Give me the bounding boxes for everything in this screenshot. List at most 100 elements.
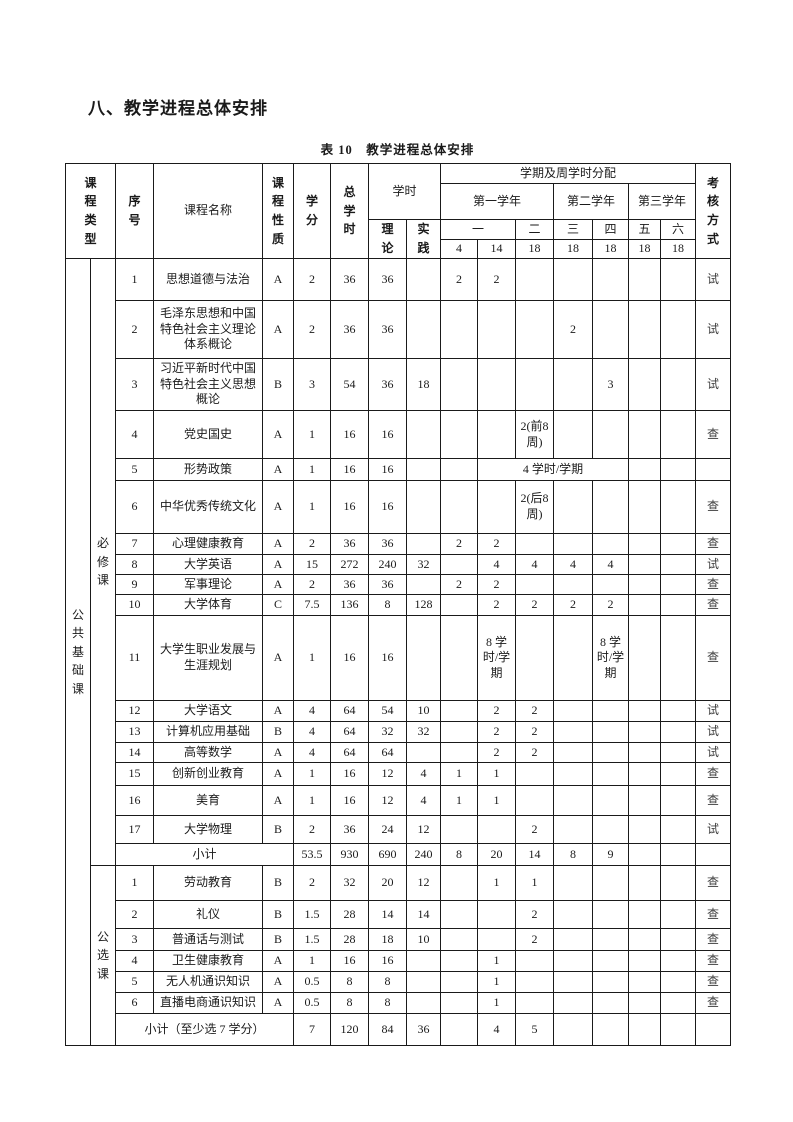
cell-total-hours: 8 (330, 971, 369, 993)
cell-course-nature: B (262, 928, 294, 951)
cell-assessment: 试 (695, 815, 732, 844)
cell-assessment: 试 (695, 554, 732, 575)
cell-course-name: 中华优秀传统文化 (153, 480, 263, 534)
cell-semester-1 (440, 410, 479, 459)
table-row: 13 计算机应用基础 B 4 64 32 32 2 2 试 (66, 721, 732, 743)
cell-course-nature: B (262, 900, 294, 929)
cell-semester-4 (553, 865, 594, 901)
cell-semester-1 (440, 594, 479, 616)
cell-semester-4 (553, 480, 594, 534)
cell-semester-5: 4 (592, 554, 630, 575)
table-row: 2 礼仪 B 1.5 28 14 14 2 查 (66, 900, 732, 929)
cell-semester-6 (628, 458, 662, 481)
cell-semester-7 (660, 458, 697, 481)
cell-semester-4 (553, 762, 594, 786)
cell-credits: 7.5 (293, 594, 331, 616)
table-row: 6 中华优秀传统文化 A 1 16 16 2(后8周) 查 (66, 480, 732, 534)
course-subcategory-cell: 公选课 (90, 865, 116, 1046)
cell-semester-2 (477, 900, 517, 929)
cell-course-name: 军事理论 (153, 574, 263, 595)
cell-practice-hours: 18 (405, 358, 442, 411)
cell-subtotal-semester-4: 8 (553, 843, 594, 866)
table-row: 公选课 1 劳动教育 B 2 32 20 12 1 1 查 (66, 865, 732, 1046)
cell-total-hours: 36 (330, 574, 369, 595)
cell-semester-4 (553, 533, 594, 555)
header-weeks-7: 18 (660, 239, 697, 259)
cell-credits: 2 (293, 300, 331, 359)
cell-course-name: 大学体育 (153, 594, 263, 616)
table-row: 公共基础课 必修课 1 思想道德与法治 A 2 36 36 2 2 试 (65, 258, 732, 1046)
cell-semester-7 (660, 700, 697, 722)
cell-theory-hours: 12 (368, 785, 407, 816)
cell-semester-6 (628, 533, 662, 555)
cell-semester-2: 2 (477, 258, 517, 301)
cell-course-nature: A (262, 742, 294, 763)
subtotal-row: 小计（至少选 7 学分） 7 120 84 36 4 5 (66, 1013, 732, 1046)
cell-course-nature: A (262, 992, 294, 1014)
cell-theory-hours: 240 (368, 554, 407, 575)
cell-semester-3 (515, 992, 555, 1014)
cell-theory-hours: 36 (368, 358, 407, 411)
cell-semester-1 (440, 950, 479, 972)
table-body: 公共基础课 必修课 1 思想道德与法治 A 2 36 36 2 2 试 2 毛泽东思想和中国特色社会主义… (65, 258, 732, 1046)
cell-assessment: 查 (695, 785, 732, 816)
header-year-3: 第三学年 (628, 183, 697, 220)
cell-semester-4 (553, 258, 594, 301)
cell-subtotal-semester-7 (660, 1013, 697, 1046)
cell-semester-5 (592, 721, 630, 743)
cell-course-name: 卫生健康教育 (153, 950, 263, 972)
cell-semester-6 (628, 554, 662, 575)
cell-semester-2 (477, 300, 517, 359)
cell-course-nature: A (262, 458, 294, 481)
header-seq: 序号 (115, 163, 154, 259)
cell-semester-4: 2 (553, 594, 594, 616)
cell-course-nature: A (262, 258, 294, 301)
cell-semester-2: 2 (477, 742, 517, 763)
cell-semester-4 (553, 928, 594, 951)
cell-assessment: 查 (695, 480, 732, 534)
cell-practice-hours (405, 410, 442, 459)
cell-semester-2: 1 (477, 950, 517, 972)
cell-semester-5 (592, 480, 630, 534)
cell-assessment: 试 (695, 300, 732, 359)
cell-theory-hours: 16 (368, 458, 407, 481)
cell-semester-7 (660, 971, 697, 993)
cell-course-nature: A (262, 554, 294, 575)
cell-credits: 2 (293, 258, 331, 301)
cell-seq: 1 (115, 258, 154, 301)
cell-semester-4 (553, 410, 594, 459)
cell-semester-merged: 4 学时/学期 (477, 458, 630, 481)
cell-semester-4 (553, 721, 594, 743)
cell-course-nature: A (262, 762, 294, 786)
cell-semester-6 (628, 410, 662, 459)
cell-semester-1 (440, 300, 479, 359)
header-weeks-3: 18 (515, 239, 555, 259)
cell-practice-hours: 32 (405, 721, 442, 743)
cell-course-nature: B (262, 865, 294, 901)
cell-course-nature: A (262, 574, 294, 595)
cell-total-hours: 36 (330, 300, 369, 359)
cell-subtotal-assessment (695, 843, 732, 866)
cell-semester-6 (628, 721, 662, 743)
table-row: 16 美育 A 1 16 12 4 1 1 查 (66, 785, 732, 816)
cell-theory-hours: 12 (368, 762, 407, 786)
cell-course-name: 心理健康教育 (153, 533, 263, 555)
header-theory-label: 理论 (381, 222, 394, 255)
cell-semester-5: 2 (592, 594, 630, 616)
cell-course-nature: A (262, 615, 294, 701)
cell-assessment: 查 (695, 594, 732, 616)
cell-practice-hours: 32 (405, 554, 442, 575)
cell-semester-3 (515, 785, 555, 816)
cell-semester-5 (592, 900, 630, 929)
cell-semester-4 (553, 992, 594, 1014)
cell-course-name: 计算机应用基础 (153, 721, 263, 743)
cell-total-hours: 16 (330, 458, 369, 481)
cell-theory-hours: 36 (368, 533, 407, 555)
table-caption: 表 10 教学进程总体安排 (320, 143, 475, 157)
cell-total-hours: 36 (330, 815, 369, 844)
cell-semester-4 (553, 785, 594, 816)
cell-subtotal-semester-6 (628, 1013, 662, 1046)
cell-semester-4 (553, 971, 594, 993)
cell-semester-5: 3 (592, 358, 630, 411)
cell-subtotal-label: 小计 (115, 843, 294, 866)
